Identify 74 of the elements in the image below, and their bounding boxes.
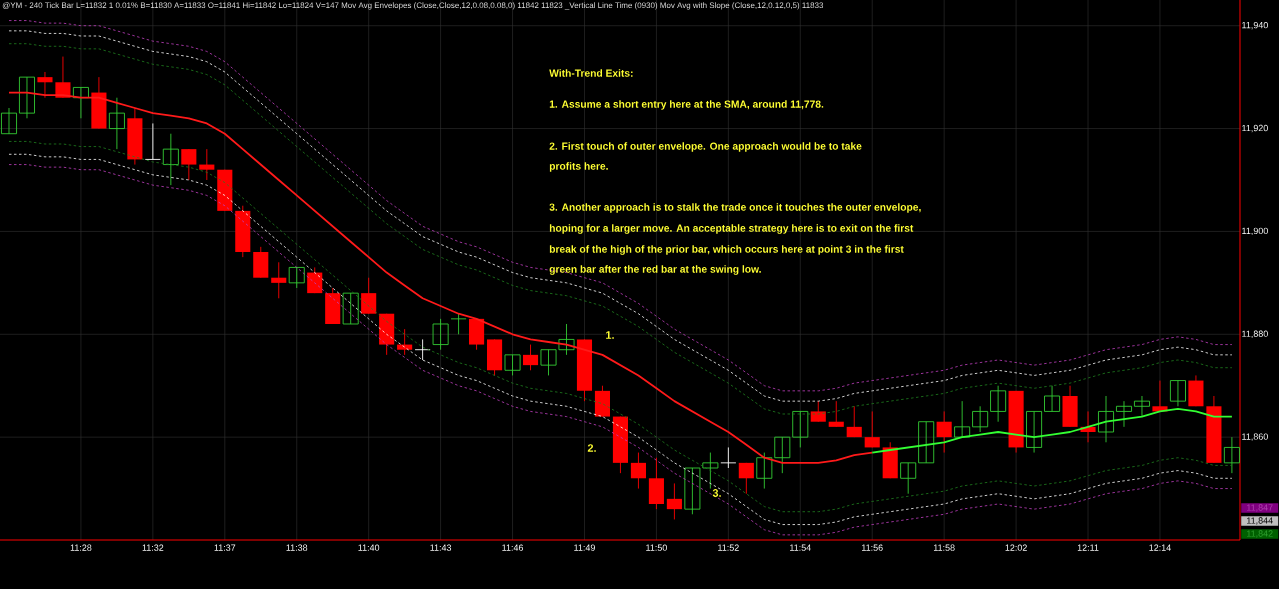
candlestick bbox=[144, 122, 161, 160]
x-tick-label: 11:28 bbox=[70, 544, 92, 551]
y-tick-label: 11,920 bbox=[1242, 124, 1268, 133]
annotation: 2. First touch of outer envelope. One approach would be to take bbox=[549, 142, 862, 152]
candlestick bbox=[288, 266, 305, 289]
candlestick bbox=[972, 405, 989, 433]
candlestick bbox=[199, 148, 215, 181]
candlestick bbox=[738, 462, 754, 495]
candlestick bbox=[108, 97, 125, 150]
candlestick bbox=[918, 421, 935, 464]
candlestick bbox=[1026, 410, 1043, 454]
candlestick bbox=[522, 344, 539, 371]
candlestick bbox=[1044, 385, 1061, 412]
y-tick-label: 11,900 bbox=[1242, 227, 1268, 236]
candlestick bbox=[181, 148, 197, 181]
candlestick bbox=[0, 107, 17, 135]
annotation: profits here. bbox=[549, 162, 608, 172]
candlestick bbox=[990, 385, 1007, 423]
candlestick bbox=[846, 405, 862, 438]
annotation: hoping for a larger move. An acceptable strategy here is to exit on the first bbox=[549, 224, 914, 234]
x-tick-label: 11:52 bbox=[718, 544, 739, 551]
candlestick bbox=[432, 318, 449, 351]
annotation: 3. Another approach is to stalk the trade once it touches the outer envelope, bbox=[549, 203, 921, 213]
text: 11,847 bbox=[1247, 504, 1273, 512]
x-tick-label: 11:46 bbox=[502, 544, 524, 551]
candlestick bbox=[720, 446, 737, 469]
candlestick bbox=[900, 462, 917, 495]
candlestick bbox=[162, 133, 179, 186]
candlestick bbox=[828, 400, 844, 428]
candlestick bbox=[864, 410, 880, 448]
x-tick-label: 11:58 bbox=[933, 544, 955, 551]
x-tick-label: 11:32 bbox=[142, 544, 164, 551]
x-tick-label: 12:14 bbox=[1149, 544, 1171, 551]
candlestick bbox=[504, 354, 521, 376]
candlestick bbox=[361, 277, 377, 315]
candlestick bbox=[630, 452, 646, 490]
candlestick bbox=[1223, 436, 1240, 474]
candlestick bbox=[936, 410, 952, 454]
annotation: 2. bbox=[587, 444, 596, 452]
annotation: 1. Assume a short entry here at the SMA, around 11,778. bbox=[549, 100, 824, 110]
x-tick-label: 11:40 bbox=[358, 544, 380, 551]
candlestick bbox=[810, 400, 826, 423]
y-tick-label: 11,940 bbox=[1242, 22, 1268, 30]
candlestick bbox=[342, 292, 359, 325]
candlestick bbox=[37, 71, 53, 99]
x-tick-label: 11:37 bbox=[214, 544, 236, 551]
annotation: green bar after the red bar at the swing low. bbox=[549, 265, 761, 275]
text: 11,842 bbox=[1247, 530, 1273, 538]
candlestick bbox=[954, 400, 971, 438]
x-tick-label: 12:11 bbox=[1077, 544, 1099, 551]
candlestick bbox=[666, 482, 682, 520]
candlestick bbox=[307, 266, 323, 294]
candlestick bbox=[450, 313, 467, 335]
annotation: break of the high of the prior bar, which occurs here at point 3 in the first bbox=[549, 245, 904, 255]
x-tick-label: 11:56 bbox=[862, 544, 883, 551]
text: 11,844 bbox=[1247, 517, 1273, 525]
candlestick bbox=[271, 261, 287, 299]
candlestick bbox=[1133, 395, 1150, 418]
x-tick-label: 11:38 bbox=[286, 544, 308, 551]
annotation: 1. bbox=[606, 331, 614, 339]
x-tick-label: 11:54 bbox=[790, 544, 811, 551]
annotation: With-Trend Exits: bbox=[549, 69, 633, 77]
candlestick bbox=[1115, 400, 1132, 428]
x-tick-label: 11:43 bbox=[430, 544, 452, 551]
y-tick-label: 11,860 bbox=[1242, 433, 1268, 441]
annotation: 3. bbox=[712, 489, 721, 497]
candlestick bbox=[397, 328, 413, 356]
candlestick bbox=[18, 76, 35, 119]
x-tick-label: 11:50 bbox=[646, 544, 667, 551]
candlestick bbox=[1169, 380, 1186, 407]
x-tick-label: 12:02 bbox=[1005, 544, 1027, 551]
candlestick bbox=[1098, 395, 1115, 443]
x-tick-label: 11:49 bbox=[574, 544, 595, 551]
y-tick-label: 11,880 bbox=[1242, 330, 1268, 338]
